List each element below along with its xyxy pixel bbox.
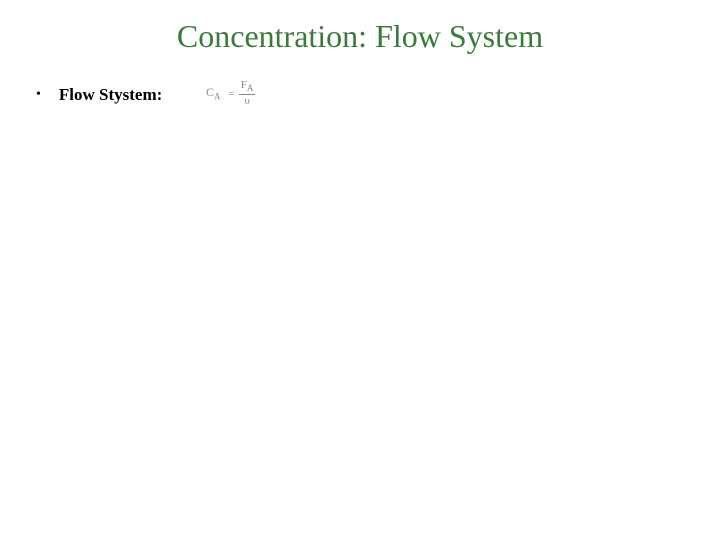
fraction: FA υ xyxy=(239,80,256,107)
lhs-subscript: A xyxy=(214,92,221,102)
bullet-row: • Flow Stystem: xyxy=(36,85,162,105)
equation: CA = FA υ xyxy=(206,80,255,107)
fraction-numerator: FA xyxy=(239,80,256,94)
slide-title: Concentration: Flow System xyxy=(0,18,720,55)
bullet-marker: • xyxy=(36,85,41,105)
num-subscript: A xyxy=(247,83,254,93)
fraction-denominator: υ xyxy=(242,95,251,107)
equation-lhs: CA xyxy=(206,85,221,101)
equals-sign: = xyxy=(229,88,235,100)
bullet-label: Flow Stystem: xyxy=(59,85,162,105)
lhs-base: C xyxy=(206,85,214,99)
